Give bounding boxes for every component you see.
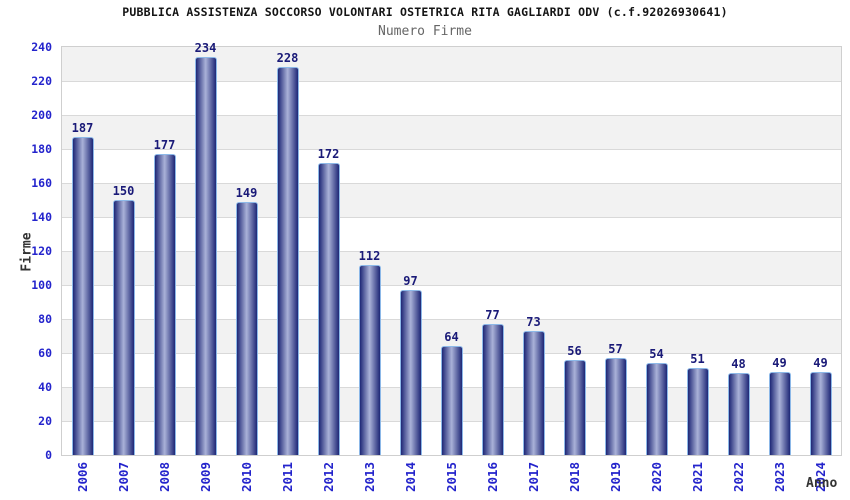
plot-area: 187 150 177 234 149 228 172 112 97 64 77 73 56 57 54 51…	[61, 41, 842, 456]
bar-value-label: 228	[276, 51, 299, 66]
y-axis-title: Firme	[19, 232, 35, 272]
bar-2015	[440, 346, 463, 455]
gridline	[62, 115, 841, 116]
plot-band	[62, 47, 841, 81]
x-tick-label: 2016	[484, 461, 500, 493]
plot-band	[62, 217, 841, 251]
y-tick-label: 80	[38, 312, 52, 326]
chart-subtitle: Numero Firme	[378, 24, 472, 39]
bar-2006	[71, 137, 94, 455]
x-axis-title: Anno	[806, 476, 838, 491]
x-tick-label: 2022	[730, 461, 746, 493]
x-tick-label: 2017	[525, 461, 541, 493]
bar-value-label: 112	[358, 248, 381, 263]
plot-band	[62, 251, 841, 285]
y-tick-label: 100	[31, 278, 52, 292]
bar-2022	[727, 373, 750, 455]
bar-2024	[809, 371, 832, 455]
bar-value-label: 54	[649, 347, 664, 362]
bar-value-label: 150	[112, 184, 135, 198]
gridline	[62, 183, 841, 184]
bar-value-label: 73	[526, 314, 541, 329]
x-tick-label: 2007	[115, 461, 131, 493]
bar-2020	[645, 363, 668, 455]
y-tick-label: 180	[31, 142, 52, 156]
bar-2010	[235, 201, 258, 455]
bar-value-label: 56	[567, 343, 582, 358]
y-tick-label: 40	[38, 380, 52, 394]
y-tick-label: 0	[45, 448, 52, 462]
bar-value-label: 187	[71, 121, 94, 136]
gridline	[62, 81, 841, 82]
gridline	[62, 285, 841, 286]
y-tick-label: 20	[38, 414, 52, 428]
gridline	[62, 319, 841, 320]
x-tick-label: 2013	[361, 461, 377, 493]
bar-value-label: 64	[444, 330, 459, 345]
gridline	[62, 251, 841, 252]
x-tick-label: 2014	[402, 461, 418, 493]
x-tick-label: 2018	[566, 461, 582, 493]
x-tick-label: 2008	[156, 461, 172, 493]
x-tick-label: 2006	[74, 461, 90, 493]
bar-value-label: 51	[690, 352, 705, 367]
x-tick-label: 2015	[443, 461, 459, 493]
plot-band	[62, 285, 841, 319]
x-tick-label: 2010	[238, 461, 254, 493]
chart-title: PUBBLICA ASSISTENZA SOCCORSO VOLONTARI O…	[122, 5, 728, 19]
x-tick-label: 2012	[320, 461, 336, 493]
y-tick-label: 120	[31, 244, 52, 258]
bar-2017	[522, 330, 545, 455]
y-axis: 0 20 40 60 80 100 120 140 160 180 200 220 240	[0, 40, 52, 462]
y-tick-label: 140	[31, 210, 52, 224]
x-tick-label: 2023	[771, 461, 787, 493]
x-tick-label: 2019	[607, 461, 623, 493]
y-tick-label: 60	[38, 346, 52, 360]
gridline	[62, 149, 841, 150]
bar-value-label: 48	[731, 357, 746, 372]
plot-band	[62, 81, 841, 115]
bar-value-label: 49	[772, 355, 787, 370]
bar-2013	[358, 264, 381, 455]
x-tick-label: 2021	[689, 461, 705, 493]
bar-value-label: 172	[317, 146, 340, 161]
plot-band	[62, 115, 841, 149]
bar-value-label: 57	[608, 342, 623, 357]
bar-value-label: 97	[403, 274, 418, 289]
y-tick-label: 220	[31, 74, 52, 88]
plot-band	[62, 149, 841, 183]
bar-value-label: 77	[485, 308, 500, 323]
bar-2023	[768, 371, 791, 455]
bar-2019	[604, 358, 627, 455]
bar-2021	[686, 368, 709, 455]
y-tick-label: 160	[31, 176, 52, 190]
bar-value-label: 177	[153, 138, 176, 153]
plot-band	[62, 183, 841, 217]
bar-2009	[194, 57, 217, 455]
bar-2012	[317, 162, 340, 455]
bar-2014	[399, 290, 422, 455]
bar-2011	[276, 67, 299, 455]
x-tick-label: 2020	[648, 461, 664, 493]
bar-value-label: 49	[813, 355, 828, 370]
x-tick-label: 2009	[197, 461, 213, 493]
bar-2018	[563, 359, 586, 455]
gridline	[62, 217, 841, 218]
bar-2016	[481, 324, 504, 455]
bar-value-label: 234	[194, 41, 217, 56]
bar-value-label: 149	[235, 185, 258, 200]
y-tick-label: 240	[31, 40, 52, 54]
x-axis: 2006 2007 2008 2009 2010 2011 2012 2013 2014 2015…	[62, 456, 841, 500]
y-tick-label: 200	[31, 108, 52, 122]
x-tick-label: 2011	[279, 461, 295, 493]
bar-2007	[112, 200, 135, 455]
bar-2008	[153, 154, 176, 455]
